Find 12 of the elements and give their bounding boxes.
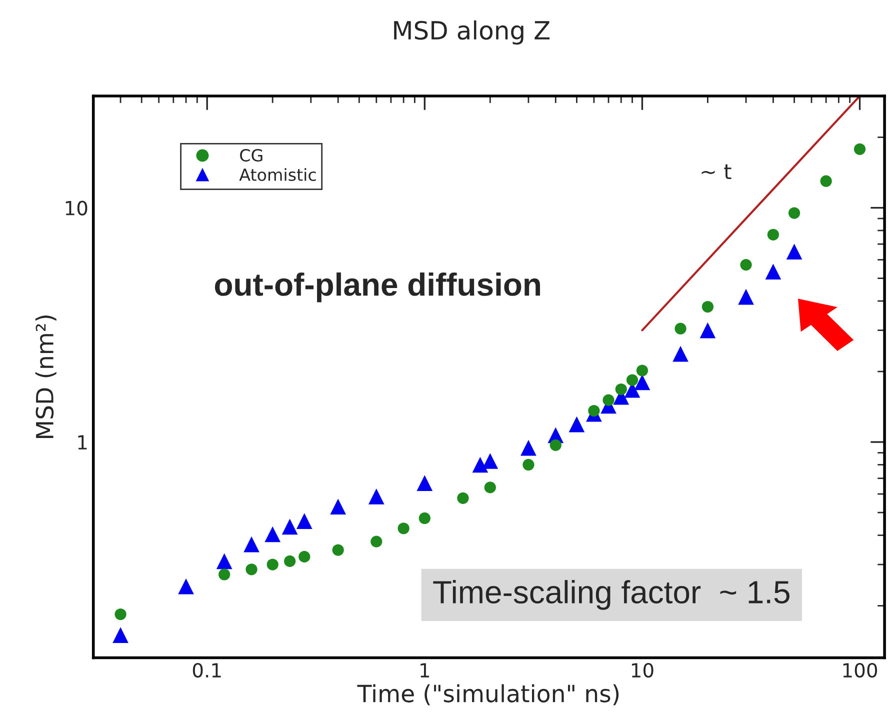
annotation: Time-scaling factor ~ 1.5: [433, 580, 790, 610]
annotation: out-of-plane diffusion: [214, 272, 540, 302]
x-axis-title: Time ("simulation" ns): [357, 684, 619, 706]
y-axis-title: MSD (nm²): [35, 315, 56, 438]
chart-title: MSD along Z: [394, 20, 550, 45]
x-tick-label: 0.1: [192, 662, 221, 678]
annotation: ~ t: [702, 164, 732, 180]
x-tick-label: 1: [420, 663, 430, 678]
legend-label: Atomistic: [239, 168, 316, 182]
x-tick-label: 100: [843, 662, 878, 678]
legend-label: CG: [240, 148, 262, 162]
x-tick-label: 10: [632, 662, 654, 678]
